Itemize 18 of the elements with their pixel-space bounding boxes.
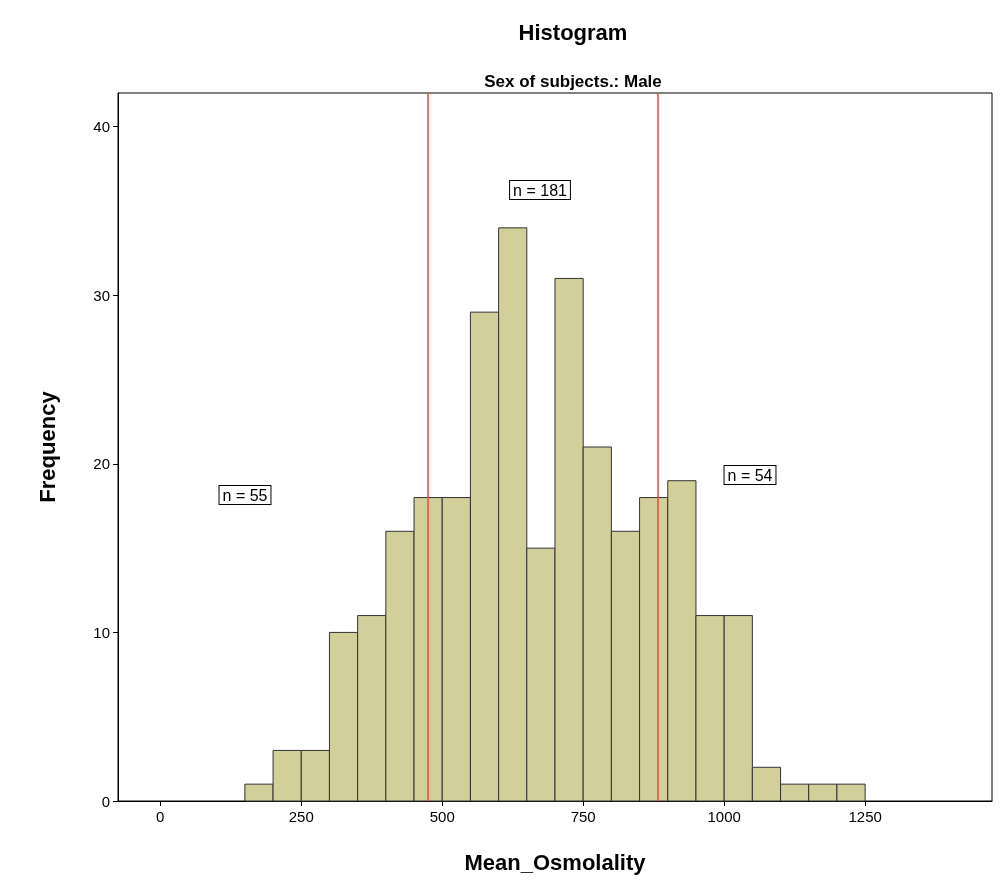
x-tick-label: 500 (429, 808, 455, 825)
chart-subtitle: Sex of subjects.: Male (484, 72, 662, 91)
y-tick-label: 0 (101, 792, 110, 810)
y-tick-label: 10 (93, 623, 110, 641)
annotation: n = 181 (513, 181, 568, 199)
chart-title: Histogram (518, 19, 628, 45)
y-axis-title: Frequency (34, 390, 60, 503)
x-tick-label: 1250 (848, 808, 882, 825)
x-tick-label: 250 (288, 808, 314, 825)
y-tick-label: 40 (93, 118, 110, 136)
y-tick-label: 30 (93, 286, 110, 304)
x-tick-label: 750 (570, 808, 596, 825)
x-tick-label: 0 (156, 808, 165, 825)
x-axis-title: Mean_Osmolality (464, 849, 647, 875)
annotation: n = 55 (222, 486, 268, 504)
y-tick-label: 20 (93, 455, 110, 473)
annotation: n = 54 (727, 466, 773, 484)
x-tick-label: 1000 (707, 808, 741, 825)
